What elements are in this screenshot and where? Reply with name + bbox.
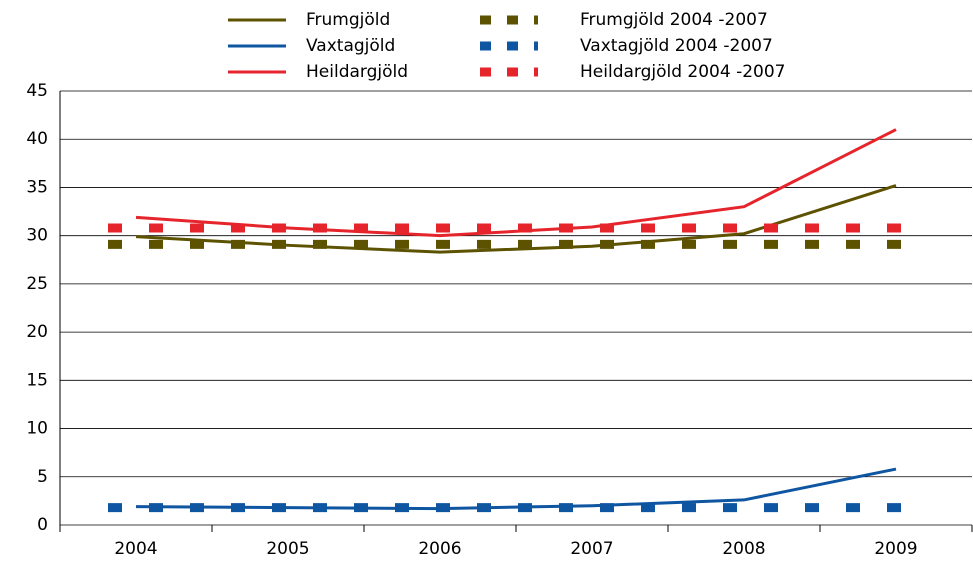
legend-label: Vaxtagjöld xyxy=(306,36,395,56)
line xyxy=(135,467,897,511)
y-tick-label: 40 xyxy=(26,129,48,149)
y-tick-label: 5 xyxy=(37,467,48,487)
legend-label: Frumgjöld 2004 -2007 xyxy=(580,10,768,30)
x-tick-label: 2005 xyxy=(266,539,309,559)
x-tick-label: 2008 xyxy=(722,539,765,559)
legend-label: Frumgjöld xyxy=(306,10,390,30)
x-tick-label: 2006 xyxy=(418,539,461,559)
y-tick-label: 15 xyxy=(26,370,48,390)
x-tick-label: 2009 xyxy=(874,539,917,559)
legend-label: Heildargjöld 2004 -2007 xyxy=(580,62,786,82)
x-tick-label: 2007 xyxy=(570,539,613,559)
y-tick-label: 45 xyxy=(26,81,48,101)
y-tick-label: 30 xyxy=(26,226,48,246)
legend-label: Vaxtagjöld 2004 -2007 xyxy=(580,36,773,56)
line xyxy=(135,128,897,238)
y-tick-label: 10 xyxy=(26,419,48,439)
y-tick-label: 35 xyxy=(26,177,48,197)
y-tick-label: 20 xyxy=(26,322,48,342)
y-tick-label: 25 xyxy=(26,274,48,294)
x-tick-label: 2004 xyxy=(114,539,157,559)
y-tick-label: 0 xyxy=(37,515,48,535)
legend-label: Heildargjöld xyxy=(306,62,408,82)
line xyxy=(135,184,897,254)
